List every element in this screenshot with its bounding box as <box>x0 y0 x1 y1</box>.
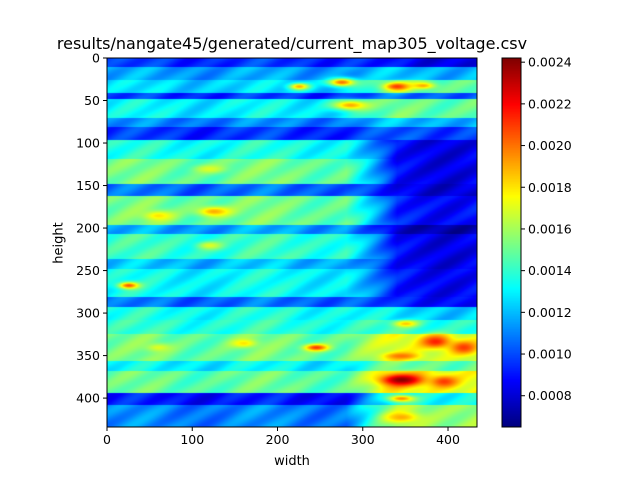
y-tick-label: 0 <box>92 51 100 66</box>
x-tick-label: 100 <box>180 432 204 447</box>
colorbar-frame <box>501 57 522 428</box>
colorbar-tick-label: 0.0014 <box>528 263 572 278</box>
colorbar-tick-label: 0.0012 <box>528 305 572 320</box>
plot-frame <box>106 57 478 428</box>
x-axis-label: width <box>274 454 310 469</box>
colorbar-tick-label: 0.0020 <box>528 138 572 153</box>
colorbar-gradient <box>502 58 521 427</box>
colorbar-tick-label: 0.0024 <box>528 55 572 70</box>
colorbar-tick-label: 0.0022 <box>528 96 572 111</box>
x-tick-label: 0 <box>103 432 111 447</box>
x-tick-label: 300 <box>351 432 375 447</box>
colorbar-tick-label: 0.0010 <box>528 347 572 362</box>
y-tick-label: 300 <box>76 306 100 321</box>
y-tick-label: 50 <box>84 93 100 108</box>
y-tick-label: 350 <box>76 348 100 363</box>
y-tick-label: 400 <box>76 391 100 406</box>
x-tick-label: 200 <box>266 432 290 447</box>
y-tick-label: 250 <box>76 263 100 278</box>
chart-title: results/nangate45/generated/current_map3… <box>56 34 528 53</box>
heatmap-image <box>107 58 477 427</box>
y-tick-label: 100 <box>76 136 100 151</box>
y-axis-label: height <box>51 222 67 264</box>
x-tick-label: 400 <box>436 432 460 447</box>
colorbar-tick-label: 0.0016 <box>528 221 572 236</box>
colorbar-tick-label: 0.0008 <box>528 388 572 403</box>
y-tick-label: 200 <box>76 221 100 236</box>
colorbar-tick-label: 0.0018 <box>528 180 572 195</box>
y-tick-label: 150 <box>76 178 100 193</box>
